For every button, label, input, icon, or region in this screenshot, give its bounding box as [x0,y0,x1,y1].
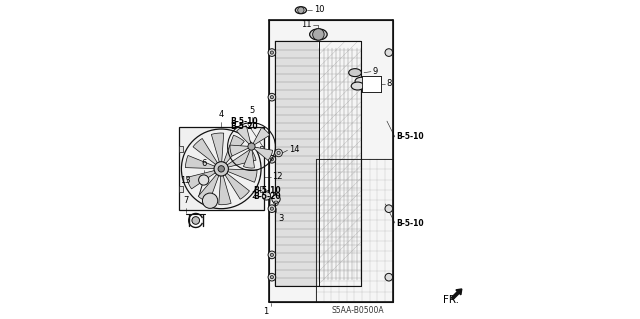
Text: S5AA-B0500A: S5AA-B0500A [332,306,385,315]
Wedge shape [252,146,273,160]
Wedge shape [219,169,231,205]
Circle shape [268,205,276,212]
Text: 6: 6 [201,159,206,168]
Wedge shape [230,145,252,156]
Wedge shape [186,169,221,189]
Text: 2: 2 [252,191,257,200]
Text: 4: 4 [219,110,224,120]
Circle shape [272,195,280,203]
Wedge shape [221,169,257,182]
Circle shape [192,217,200,224]
Text: 1: 1 [264,308,269,316]
Circle shape [248,143,255,150]
Circle shape [268,49,276,56]
Text: B-5-10: B-5-10 [230,116,258,126]
Circle shape [270,207,273,210]
Text: 11: 11 [301,20,312,29]
Circle shape [268,93,276,101]
Bar [179,127,264,210]
Text: B-5-20: B-5-20 [253,192,281,201]
Ellipse shape [351,82,364,90]
Circle shape [270,158,273,161]
Text: 3: 3 [278,214,284,223]
Wedge shape [237,126,252,146]
Wedge shape [243,146,255,168]
Circle shape [202,193,218,208]
Circle shape [218,166,225,172]
Circle shape [214,162,228,176]
Ellipse shape [310,29,327,40]
Text: B-5-10: B-5-10 [396,219,424,227]
Circle shape [270,276,273,279]
Circle shape [268,155,276,163]
Bar [362,76,381,92]
Circle shape [313,29,324,40]
Bar [260,146,264,152]
Circle shape [275,149,282,157]
Ellipse shape [355,77,368,85]
Text: 8: 8 [387,79,392,88]
Ellipse shape [295,7,307,14]
Ellipse shape [349,69,362,77]
Circle shape [268,273,276,281]
Circle shape [262,192,271,200]
Circle shape [270,96,273,99]
Text: 7: 7 [184,197,189,205]
Wedge shape [221,135,244,169]
Circle shape [298,7,304,13]
Circle shape [385,273,393,281]
Wedge shape [221,169,250,199]
Text: 12: 12 [272,172,283,181]
Wedge shape [193,138,221,169]
Text: FR.: FR. [443,295,459,305]
Wedge shape [198,169,221,203]
Text: 9: 9 [372,67,378,76]
Text: 5: 5 [249,106,254,115]
Bar [260,186,264,192]
Circle shape [270,51,273,54]
Text: B-5-20: B-5-20 [230,122,258,131]
FancyArrow shape [451,289,462,300]
Wedge shape [221,149,256,169]
Text: B-5-10: B-5-10 [253,186,281,195]
Wedge shape [186,155,221,169]
Text: 10: 10 [314,5,324,14]
Text: 13: 13 [180,175,191,184]
Bar [179,186,182,192]
Circle shape [385,205,393,212]
Bar [269,20,393,302]
Circle shape [385,49,393,56]
Bar [179,146,182,152]
Wedge shape [211,133,224,169]
Circle shape [270,253,273,256]
Text: 14: 14 [289,145,300,154]
Text: B-5-10: B-5-10 [396,132,424,142]
Circle shape [198,175,209,185]
Wedge shape [252,128,269,146]
Circle shape [268,251,276,259]
